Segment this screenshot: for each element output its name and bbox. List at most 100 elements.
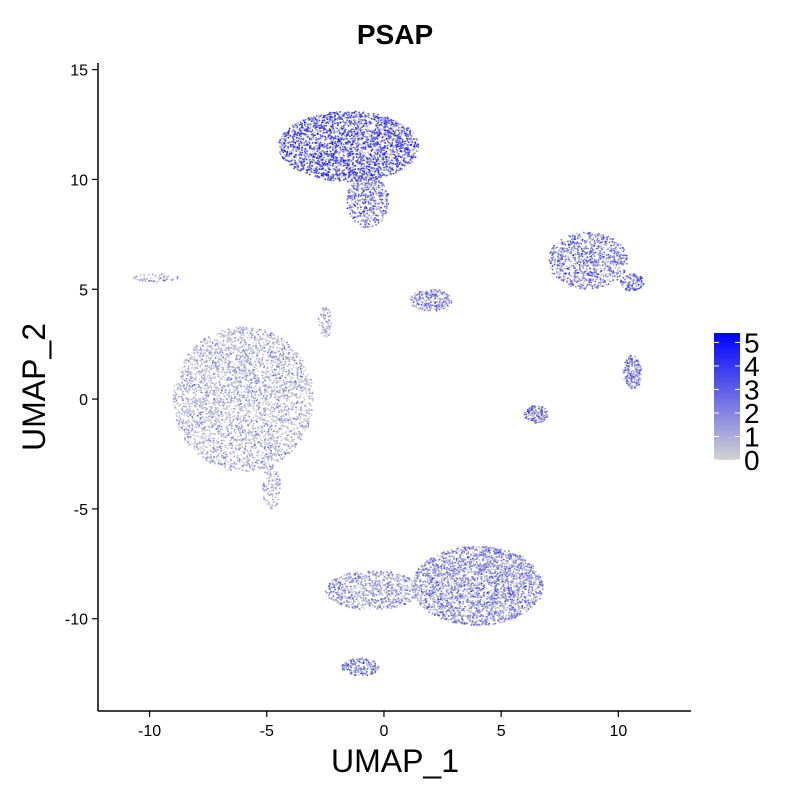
data-point [353, 187, 356, 190]
data-point [252, 456, 254, 459]
data-point [285, 137, 287, 140]
data-point [311, 165, 313, 168]
data-point [382, 146, 385, 149]
data-point [289, 443, 292, 445]
data-point [281, 370, 284, 373]
data-point [345, 116, 348, 119]
data-point [378, 162, 381, 165]
data-point [289, 134, 292, 137]
data-point [378, 140, 381, 143]
data-point [261, 356, 264, 359]
data-point [271, 366, 273, 369]
data-point [286, 145, 288, 147]
data-point [315, 114, 318, 117]
data-point [329, 120, 332, 123]
data-point [201, 368, 204, 371]
data-point [230, 427, 233, 430]
data-point [301, 165, 304, 168]
data-point [232, 407, 235, 410]
data-point [295, 406, 297, 409]
data-point [316, 149, 319, 152]
data-point [369, 225, 372, 228]
data-point [186, 360, 189, 362]
data-point [288, 160, 291, 163]
data-point [241, 396, 244, 399]
data-point [299, 418, 302, 420]
data-point [291, 124, 294, 127]
data-point [299, 432, 302, 435]
data-point [396, 143, 399, 146]
data-point [304, 122, 307, 125]
data-point [276, 402, 279, 405]
data-point [376, 158, 379, 161]
data-point [371, 206, 373, 209]
data-point [275, 445, 277, 447]
data-point [391, 139, 394, 142]
data-point [370, 195, 373, 198]
data-point [389, 153, 392, 156]
data-point [247, 355, 249, 358]
data-point [334, 114, 337, 117]
data-point [254, 347, 257, 350]
data-point [192, 420, 194, 422]
data-point [347, 180, 349, 183]
data-point [403, 141, 405, 143]
data-point [200, 352, 202, 355]
data-point [283, 153, 286, 156]
data-point [369, 207, 371, 210]
data-point [387, 158, 389, 161]
data-point [357, 207, 359, 209]
data-point [376, 208, 378, 211]
data-point [353, 171, 356, 174]
data-point [409, 130, 411, 133]
data-point [344, 140, 347, 143]
data-point [268, 452, 271, 455]
data-point [220, 354, 223, 356]
data-point [299, 356, 302, 358]
data-point [301, 401, 303, 403]
data-point [385, 167, 388, 170]
data-point [299, 169, 301, 172]
data-point [404, 157, 407, 160]
data-point [297, 149, 300, 152]
data-point [307, 159, 309, 162]
data-point [286, 427, 289, 430]
data-point [236, 387, 238, 390]
data-point [308, 397, 311, 400]
data-point [283, 402, 285, 405]
data-point [362, 202, 364, 204]
data-point [381, 136, 384, 138]
data-point [319, 130, 321, 132]
data-point [367, 133, 370, 136]
data-point [244, 406, 247, 409]
data-point [293, 142, 295, 145]
data-point [292, 126, 295, 128]
data-point [283, 146, 286, 149]
data-point [343, 173, 345, 175]
data-point [324, 162, 327, 165]
data-point [346, 146, 348, 149]
data-point [351, 153, 354, 156]
data-point [217, 389, 220, 391]
data-point [343, 178, 345, 181]
data-point [362, 147, 365, 150]
data-point [388, 161, 391, 164]
data-point [359, 215, 361, 217]
data-point [383, 169, 385, 172]
data-point [185, 374, 188, 376]
data-point [365, 179, 368, 181]
data-point [358, 150, 361, 153]
data-point [343, 159, 346, 162]
data-point [323, 119, 326, 122]
data-point [378, 201, 380, 204]
data-point [205, 368, 208, 370]
data-point [404, 142, 406, 145]
data-point [194, 440, 197, 443]
data-point [380, 121, 383, 124]
data-point [380, 206, 382, 209]
data-point [365, 113, 368, 116]
data-point [343, 121, 345, 124]
data-point [271, 418, 273, 421]
data-point [217, 341, 220, 343]
data-point [240, 416, 242, 418]
